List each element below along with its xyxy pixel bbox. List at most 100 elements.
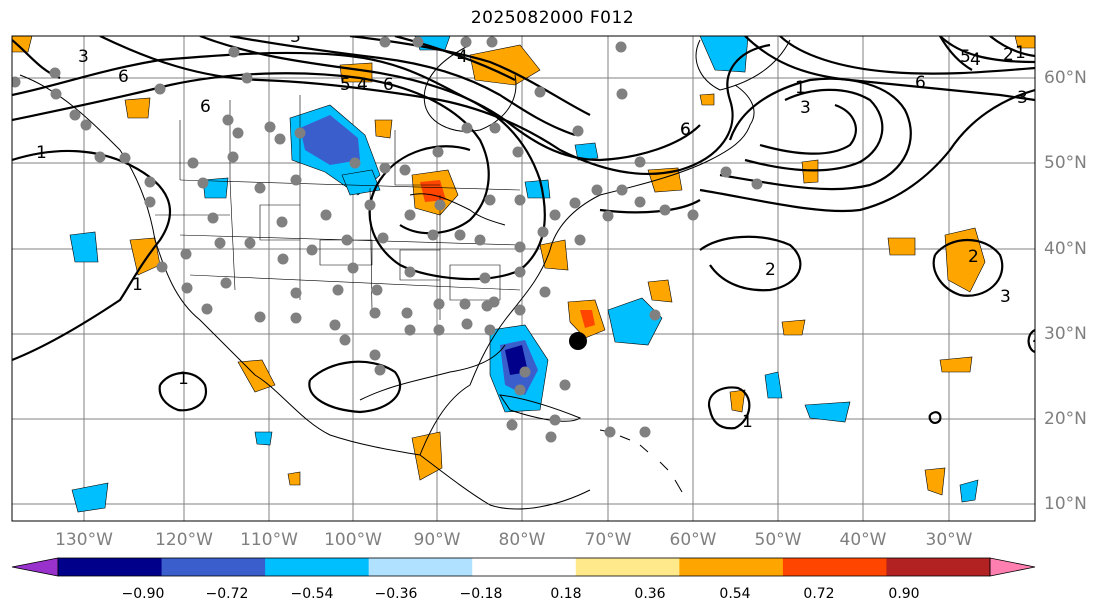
station-marker	[539, 286, 551, 298]
negative-anomaly-patch	[202, 177, 229, 199]
contour-line	[928, 411, 942, 424]
contour-value-label: 6	[383, 75, 394, 95]
station-marker	[320, 209, 332, 221]
colorbar-tick: −0.54	[290, 586, 334, 602]
contour-line	[759, 103, 857, 155]
station-marker	[274, 133, 286, 145]
contour-value-label: 1	[742, 412, 753, 432]
station-marker	[433, 324, 445, 336]
station-marker	[404, 324, 416, 336]
station-marker	[364, 199, 376, 211]
colorbar-segment	[782, 558, 887, 576]
contour-line	[699, 88, 1035, 213]
negative-anomaly-patch	[524, 179, 551, 199]
station-marker	[751, 178, 763, 190]
station-marker	[616, 88, 628, 100]
station-marker	[461, 122, 473, 134]
station-marker	[591, 184, 603, 196]
colorbar-tick: 0.18	[550, 586, 582, 602]
station-marker	[616, 184, 628, 196]
station-marker	[572, 125, 584, 137]
positive-anomaly-patch	[539, 239, 569, 271]
contour-value-label: 3	[290, 27, 301, 47]
colorbar-segment	[368, 558, 473, 576]
contour-line	[599, 199, 701, 214]
station-marker	[537, 226, 549, 238]
positive-anomaly-patch	[287, 471, 301, 486]
station-marker	[514, 384, 526, 396]
station-marker	[371, 284, 383, 296]
lon-label: 80°W	[498, 530, 546, 550]
station-marker	[401, 307, 413, 319]
station-marker	[720, 166, 732, 178]
lat-label: 40°N	[1044, 239, 1087, 259]
contour-value-label: 6	[680, 120, 691, 140]
lat-label: 10°N	[1044, 494, 1087, 514]
colorbar-tick: 0.36	[634, 586, 666, 602]
contour-value-label: 6	[915, 73, 926, 93]
contour-line	[939, 36, 1035, 64]
station-marker	[404, 209, 416, 221]
storm-position-marker	[569, 332, 587, 350]
station-marker	[432, 146, 444, 158]
station-marker	[207, 212, 219, 224]
negative-anomaly-patch	[574, 142, 599, 161]
positive-anomaly-patch	[374, 119, 393, 139]
lon-label: 70°W	[584, 530, 632, 550]
station-marker	[404, 266, 416, 278]
station-marker	[181, 282, 193, 294]
positive-anomaly-patch	[12, 36, 33, 53]
colorbar-segment	[679, 558, 784, 576]
positive-anomaly-core	[580, 310, 595, 328]
contour-value-label: 2	[1032, 327, 1043, 347]
contour-value-label: 4	[357, 75, 368, 95]
colorbar-extend-high	[989, 557, 1036, 577]
station-marker	[347, 262, 359, 274]
station-marker	[604, 426, 616, 438]
contour-value-label: 5	[960, 47, 971, 67]
north-america-coastline	[19, 74, 755, 510]
lon-label: 90°W	[413, 530, 461, 550]
station-marker	[144, 196, 156, 208]
positive-anomaly-patch	[887, 237, 916, 256]
negative-anomaly-patch	[764, 371, 783, 399]
station-marker	[154, 83, 166, 95]
lat-label: 60°N	[1044, 68, 1087, 88]
colorbar-tick: −0.36	[374, 586, 418, 602]
station-marker	[434, 199, 446, 211]
station-marker	[306, 244, 318, 256]
station-marker	[379, 36, 391, 48]
station-marker	[349, 157, 361, 169]
contour-line	[229, 36, 576, 137]
lat-label: 20°N	[1044, 409, 1087, 429]
station-marker	[254, 182, 266, 194]
station-marker	[214, 237, 226, 249]
station-marker	[506, 419, 518, 431]
station-marker	[489, 122, 501, 134]
station-marker	[290, 174, 302, 186]
contour-line	[744, 88, 884, 172]
negative-anomaly-patch	[959, 479, 979, 503]
lon-label: 60°W	[669, 530, 717, 550]
station-marker	[220, 277, 232, 289]
negative-anomaly-patch	[699, 36, 749, 73]
positive-anomaly-patch	[469, 44, 541, 86]
contour-value-label: 1	[132, 275, 143, 295]
negative-anomaly-patch	[804, 401, 851, 423]
station-marker	[80, 119, 92, 131]
station-marker	[545, 431, 557, 443]
station-marker	[484, 194, 496, 206]
station-marker	[201, 303, 213, 315]
contour-value-label: 1	[178, 369, 189, 389]
contour-value-label: 4	[970, 50, 981, 70]
positive-anomaly-patch	[699, 93, 715, 106]
contour-value-label: 3	[1017, 88, 1028, 108]
station-marker	[144, 176, 156, 188]
positive-anomaly-patch	[729, 389, 746, 413]
negative-anomaly-patch	[341, 169, 381, 196]
station-marker	[374, 364, 386, 376]
station-marker	[474, 234, 486, 246]
contour-value-label: 2	[968, 247, 979, 267]
